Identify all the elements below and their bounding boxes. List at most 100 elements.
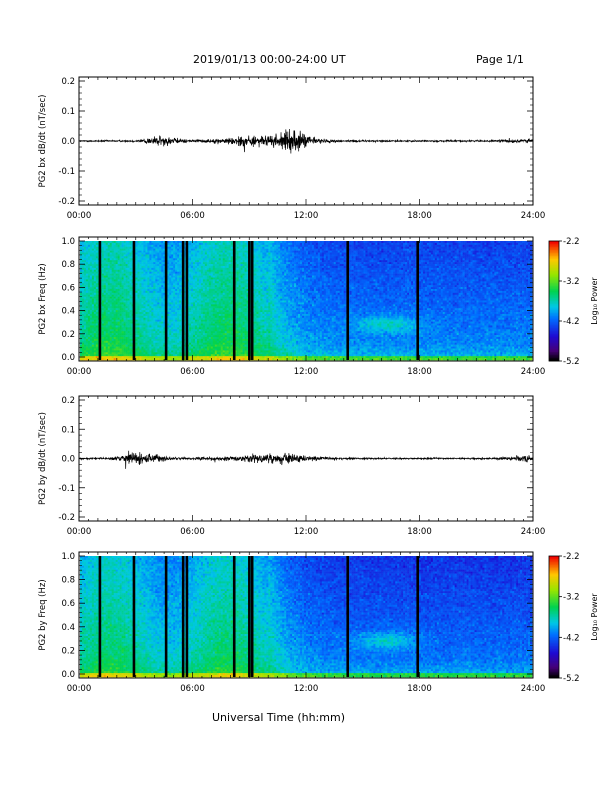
spectrogram-cell	[229, 348, 231, 350]
spectrogram-cell	[149, 247, 151, 249]
spectrogram-cell	[207, 301, 209, 303]
spectrogram-cell	[149, 281, 151, 283]
spectrogram-cell	[195, 256, 197, 258]
spectrogram-cell	[102, 302, 104, 304]
spectrogram-cell	[195, 333, 197, 335]
spectrogram-cell	[86, 348, 88, 350]
spectrogram-cell	[159, 343, 161, 345]
spectrogram-cell	[177, 277, 179, 279]
spectrogram-cell	[126, 258, 128, 260]
spectrogram-cell	[128, 350, 130, 352]
spectrogram-cell	[215, 295, 217, 297]
spectrogram-cell	[159, 260, 161, 262]
spectrogram-cell	[147, 253, 149, 255]
spectrogram-cell	[147, 333, 149, 335]
spectrogram-cell	[118, 243, 120, 245]
spectrogram-cell	[227, 339, 229, 341]
spectrogram-cell	[141, 262, 143, 264]
spectrogram-cell	[151, 322, 153, 324]
spectrogram-cell	[82, 249, 84, 251]
spectrogram-cell	[209, 341, 211, 343]
spectrogram-cell	[193, 358, 195, 360]
spectrogram-cell	[195, 324, 197, 326]
spectrogram-cell	[102, 253, 104, 255]
spectrogram-cell	[213, 325, 215, 327]
spectrogram-cell	[114, 314, 116, 316]
spectrogram-cell	[205, 343, 207, 345]
spectrogram-cell	[231, 327, 233, 329]
spectrogram-cell	[217, 253, 219, 255]
spectrogram-cell	[147, 343, 149, 345]
spectrogram-cell	[118, 274, 120, 276]
spectrogram-cell	[143, 254, 145, 256]
spectrogram-cell	[94, 302, 96, 304]
spectrogram-cell	[203, 341, 205, 343]
spectrogram-cell	[94, 324, 96, 326]
spectrogram-cell	[223, 270, 225, 272]
spectrogram-cell	[229, 253, 231, 255]
spectrogram-cell	[223, 281, 225, 283]
spectrogram-cell	[189, 247, 191, 249]
spectrogram-cell	[195, 264, 197, 266]
spectrogram-cell	[104, 279, 106, 281]
spectrogram-cell	[153, 249, 155, 251]
spectrogram-cell	[151, 310, 153, 312]
spectrogram-cell	[227, 354, 229, 356]
spectrogram-cell	[193, 251, 195, 253]
spectrogram-cell	[124, 260, 126, 262]
spectrogram-cell	[137, 281, 139, 283]
spectrogram-cell	[130, 354, 132, 356]
spectrogram-cell	[106, 337, 108, 339]
spectrogram-cell	[122, 251, 124, 253]
spectrogram-cell	[110, 324, 112, 326]
spectrogram-cell	[88, 245, 90, 247]
spectrogram-cell	[114, 277, 116, 279]
spectrogram-cell	[130, 295, 132, 297]
spectrogram-cell	[108, 329, 110, 331]
spectrogram-cell	[197, 281, 199, 283]
spectrogram-cell	[145, 301, 147, 303]
spectrogram-cell	[189, 324, 191, 326]
spectrogram-cell	[179, 299, 181, 301]
spectrogram-cell	[128, 277, 130, 279]
spectrogram-cell	[215, 320, 217, 322]
spectrogram-cell	[126, 253, 128, 255]
spectrogram-cell	[207, 287, 209, 289]
spectrogram-cell	[209, 325, 211, 327]
spectrogram-cell	[217, 314, 219, 316]
spectrogram-cell	[126, 341, 128, 343]
spectrogram-cell	[143, 339, 145, 341]
spectrogram-cell	[147, 352, 149, 354]
spectrogram-cell	[217, 251, 219, 253]
spectrogram-cell	[193, 347, 195, 349]
spectrogram-cell	[199, 348, 201, 350]
spectrogram-cell	[124, 274, 126, 276]
spectrogram-cell	[201, 304, 203, 306]
spectrogram-cell	[205, 345, 207, 347]
spectrogram-cell	[201, 289, 203, 291]
spectrogram-cell	[171, 320, 173, 322]
spectrogram-cell	[149, 253, 151, 255]
spectrogram-cell	[124, 301, 126, 303]
spectrogram-cell	[195, 322, 197, 324]
spectrogram-cell	[223, 341, 225, 343]
spectrogram-cell	[189, 253, 191, 255]
spectrogram-cell	[84, 304, 86, 306]
spectrogram-cell	[124, 333, 126, 335]
spectrogram-cell	[191, 260, 193, 262]
spectrogram-cell	[217, 306, 219, 308]
spectrogram-cell	[106, 320, 108, 322]
spectrogram-cell	[193, 329, 195, 331]
spectrogram-cell	[195, 293, 197, 295]
spectrogram-cell	[149, 327, 151, 329]
spectrogram-cell	[195, 350, 197, 352]
bx-dbdt-panel: 00:00 06:00 12:00 18:00 24:000.20.10.0-0.1-0…	[38, 77, 545, 221]
spectrogram-cell	[94, 322, 96, 324]
spectrogram-cell	[145, 347, 147, 349]
spectrogram-cell	[86, 324, 88, 326]
spectrogram-cell	[189, 256, 191, 258]
spectrogram-cell	[167, 348, 169, 350]
spectrogram-cell	[86, 247, 88, 249]
spectrogram-cell	[231, 341, 233, 343]
spectrogram-cell	[108, 264, 110, 266]
